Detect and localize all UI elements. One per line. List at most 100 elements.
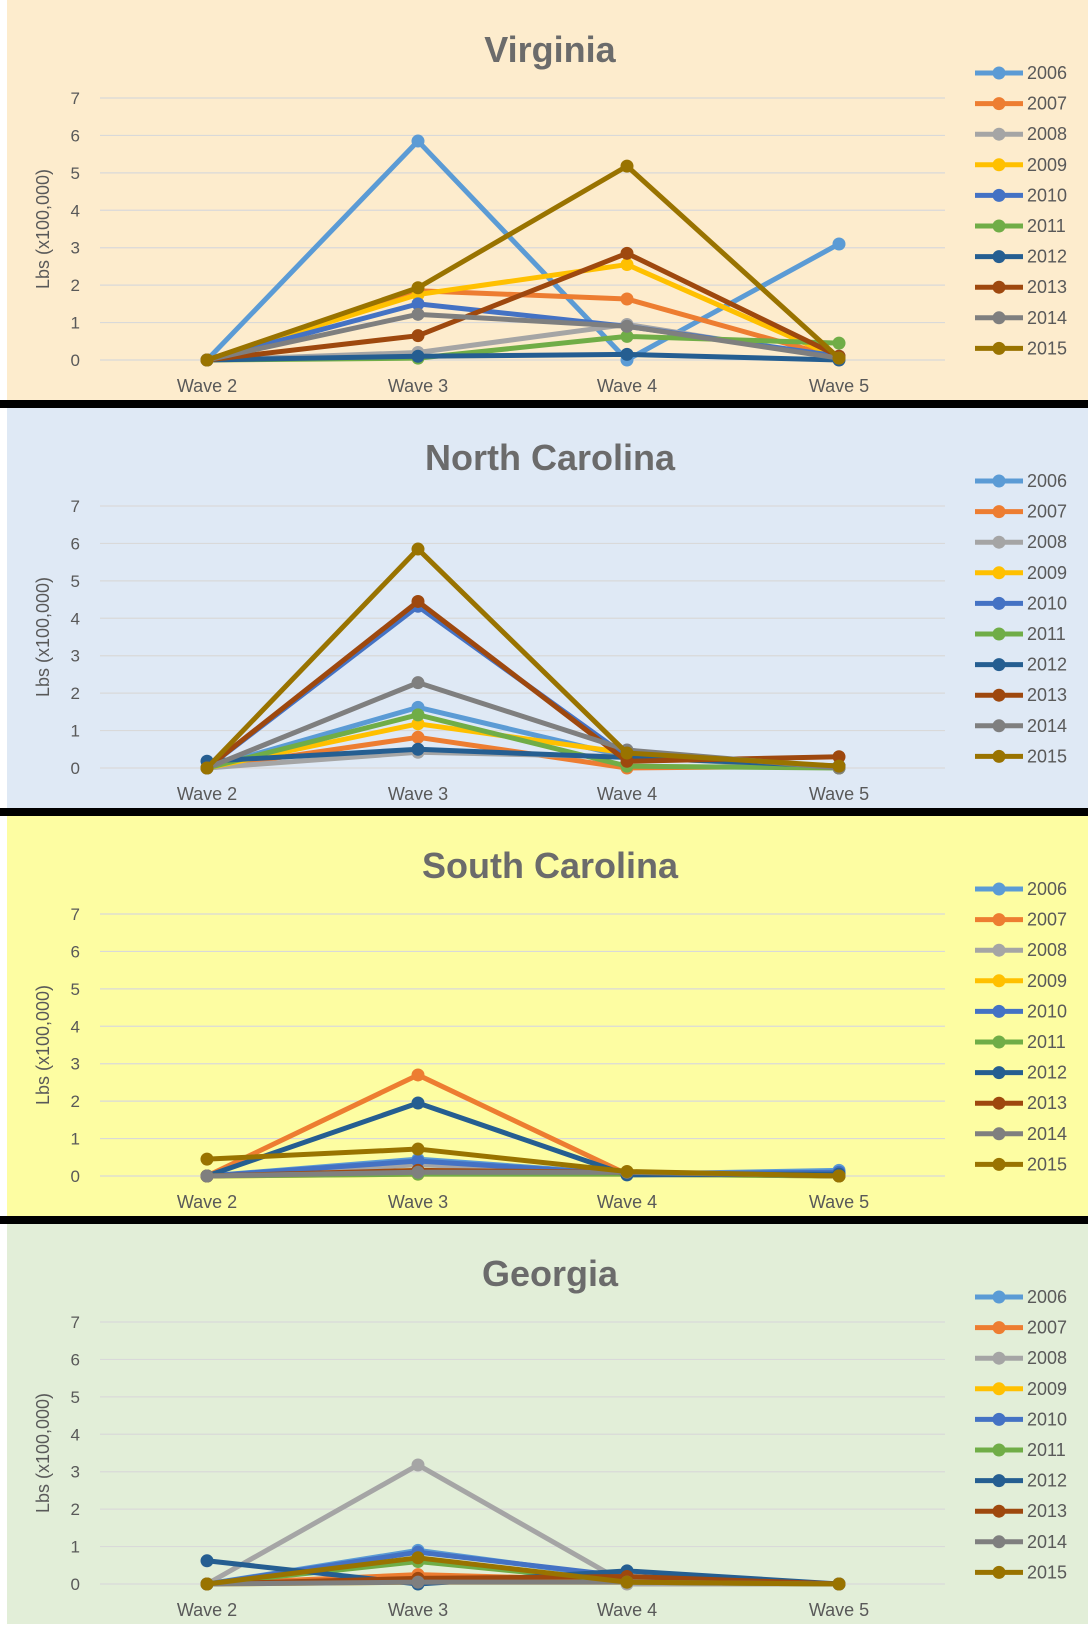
legend-marker xyxy=(992,913,1006,927)
legend-marker xyxy=(992,1157,1006,1171)
x-tick-label: Wave 2 xyxy=(177,1600,237,1620)
legend-marker xyxy=(992,127,1006,141)
y-tick-label: 4 xyxy=(71,201,80,220)
series-line xyxy=(204,1146,842,1179)
data-point xyxy=(620,159,634,173)
data-point xyxy=(200,1577,214,1591)
line-chart: Georgia 0 1 2 3 4 5 6 7 Lbs (x100,000) Wave 2 Wave … xyxy=(7,1224,1088,1624)
data-point xyxy=(200,1152,214,1166)
data-point xyxy=(832,237,846,251)
legend-marker xyxy=(992,1474,1006,1488)
legend-label: 2008 xyxy=(1027,940,1067,960)
x-tick-label: Wave 5 xyxy=(809,376,869,396)
data-point xyxy=(411,542,425,556)
legend-label: 2010 xyxy=(1027,1001,1067,1021)
data-point xyxy=(200,1554,214,1568)
legend-label: 2008 xyxy=(1027,124,1067,144)
legend-label: 2012 xyxy=(1027,1063,1067,1083)
chart-title: South Carolina xyxy=(422,845,679,886)
data-point xyxy=(411,1068,425,1082)
data-point xyxy=(411,1096,425,1110)
legend-label: 2012 xyxy=(1027,1471,1067,1491)
data-point xyxy=(832,351,846,365)
legend-marker xyxy=(992,535,1006,549)
data-point xyxy=(411,297,425,311)
y-tick-label: 1 xyxy=(71,1130,80,1149)
data-point xyxy=(832,759,846,773)
legend-marker xyxy=(992,97,1006,111)
data-point xyxy=(620,1165,634,1179)
legend-label: 2006 xyxy=(1027,1287,1067,1307)
legend-label: 2010 xyxy=(1027,185,1067,205)
series-line xyxy=(204,1555,842,1587)
legend-label: 2013 xyxy=(1027,685,1067,705)
legend-marker xyxy=(992,627,1006,641)
y-tick-label: 2 xyxy=(71,276,80,295)
legend-label: 2009 xyxy=(1027,1379,1067,1399)
y-tick-label: 0 xyxy=(71,1575,80,1594)
legend-marker xyxy=(992,1351,1006,1365)
x-tick-label: Wave 5 xyxy=(809,784,869,804)
legend-label: 2008 xyxy=(1027,1348,1067,1368)
data-point xyxy=(200,761,214,775)
legend-label: 2013 xyxy=(1027,1501,1067,1521)
legend-marker xyxy=(992,749,1006,763)
legend-marker xyxy=(992,1290,1006,1304)
legend-marker xyxy=(992,658,1006,672)
x-tick-label: Wave 5 xyxy=(809,1600,869,1620)
data-point xyxy=(620,746,634,760)
legend-marker xyxy=(992,1382,1006,1396)
data-point xyxy=(411,1551,425,1565)
legend-label: 2009 xyxy=(1027,563,1067,583)
legend-label: 2009 xyxy=(1027,971,1067,991)
legend-label: 2015 xyxy=(1027,338,1067,358)
chart-title: North Carolina xyxy=(425,437,676,478)
panel-divider xyxy=(0,400,1088,408)
y-axis-label: Lbs (x100,000) xyxy=(33,1393,53,1513)
legend-label: 2007 xyxy=(1027,910,1067,930)
legend-marker xyxy=(992,158,1006,172)
x-tick-label: Wave 4 xyxy=(597,784,657,804)
legend-label: 2011 xyxy=(1027,624,1066,644)
y-tick-label: 3 xyxy=(71,1055,80,1074)
data-point xyxy=(620,246,634,260)
data-point xyxy=(200,353,214,367)
x-tick-label: Wave 2 xyxy=(177,1192,237,1212)
legend-label: 2007 xyxy=(1027,1318,1067,1338)
data-point xyxy=(620,319,634,333)
data-point xyxy=(411,1154,425,1168)
legend-marker xyxy=(992,341,1006,355)
y-tick-label: 3 xyxy=(71,647,80,666)
legend-marker xyxy=(992,250,1006,264)
legend-label: 2013 xyxy=(1027,1093,1067,1113)
data-point xyxy=(411,349,425,363)
x-tick-label: Wave 3 xyxy=(388,376,448,396)
data-point xyxy=(411,329,425,343)
y-axis-label: Lbs (x100,000) xyxy=(33,577,53,697)
data-point xyxy=(832,336,846,350)
x-tick-label: Wave 4 xyxy=(597,1600,657,1620)
x-tick-label: Wave 3 xyxy=(388,784,448,804)
series-line xyxy=(204,163,842,363)
series-line xyxy=(204,546,842,771)
legend-marker xyxy=(992,66,1006,80)
x-tick-label: Wave 4 xyxy=(597,1192,657,1212)
legend-label: 2014 xyxy=(1027,1124,1067,1144)
y-tick-label: 7 xyxy=(71,497,80,516)
y-tick-label: 2 xyxy=(71,1500,80,1519)
legend-label: 2006 xyxy=(1027,879,1067,899)
legend-marker xyxy=(992,974,1006,988)
y-tick-label: 5 xyxy=(71,572,80,591)
legend-marker xyxy=(992,311,1006,325)
legend-marker xyxy=(992,1066,1006,1080)
y-tick-label: 6 xyxy=(71,534,80,553)
chart-title: Virginia xyxy=(484,29,616,70)
data-point xyxy=(411,742,425,756)
y-tick-label: 5 xyxy=(71,164,80,183)
legend-marker xyxy=(992,1035,1006,1049)
legend-marker xyxy=(992,1565,1006,1579)
y-tick-label: 3 xyxy=(71,1463,80,1482)
line-chart: Virginia 0 1 2 3 4 5 6 7 Lbs (x100,000) Wave 2 Wave… xyxy=(7,0,1088,400)
legend-marker xyxy=(992,943,1006,957)
legend-marker xyxy=(992,1443,1006,1457)
